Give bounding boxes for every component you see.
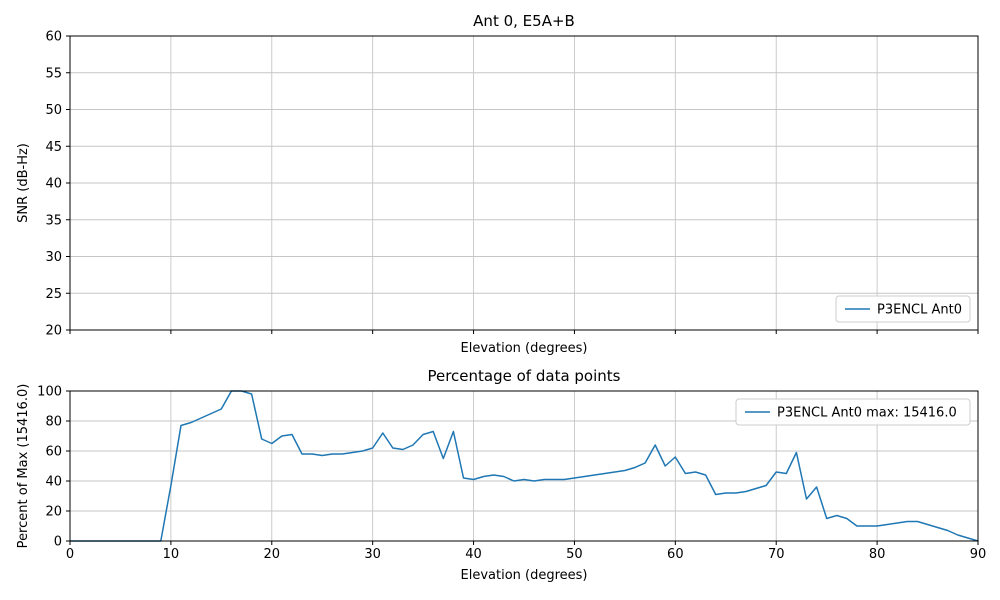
x-tick-label: 40 bbox=[465, 547, 482, 562]
x-tick-label: 10 bbox=[163, 547, 180, 562]
legend-box bbox=[735, 398, 971, 426]
series-line bbox=[69, 390, 979, 542]
y-tick-label: 100 bbox=[37, 385, 62, 400]
legend-label: P3ENCL Ant0 max: 15416.0 bbox=[777, 406, 957, 421]
percentage-chart: 0 20 40 60 80 100 0 10 20 30 40 50 60 70 80 90 Percentag… bbox=[16, 367, 986, 583]
y-tick-label: 40 bbox=[45, 177, 62, 192]
y-tick-label: 50 bbox=[45, 103, 62, 118]
legend-label: P3ENCL Ant0 bbox=[877, 303, 962, 318]
plot-border bbox=[69, 390, 979, 542]
y-tick-label: 60 bbox=[45, 445, 62, 460]
y-tick-label: 30 bbox=[45, 250, 62, 265]
legend: P3ENCL Ant0 max: 15416.0 bbox=[735, 398, 971, 426]
y-tick-label: 35 bbox=[45, 213, 62, 228]
y-tick-label: 60 bbox=[45, 30, 62, 45]
y-tick-label: 0 bbox=[54, 535, 62, 550]
x-tick-label: 80 bbox=[869, 547, 886, 562]
y-tick-label: 40 bbox=[45, 475, 62, 490]
y-tick-label: 20 bbox=[45, 324, 62, 339]
x-tick-label: 30 bbox=[364, 547, 381, 562]
x-tick-label: 90 bbox=[970, 547, 987, 562]
y-tick-label: 55 bbox=[45, 66, 62, 81]
x-tick-label: 70 bbox=[768, 547, 785, 562]
x-tick-label: 50 bbox=[566, 547, 583, 562]
x-axis-label: Elevation (degrees) bbox=[461, 341, 588, 356]
snr-chart: 20 25 30 35 40 45 50 55 60 Ant 0, E5A+B Elevation … bbox=[16, 12, 979, 356]
legend-box bbox=[835, 295, 971, 323]
y-tick-label: 20 bbox=[45, 505, 62, 520]
legend: P3ENCL Ant0 bbox=[835, 295, 971, 323]
x-tick-label: 60 bbox=[667, 547, 684, 562]
chart-title: Percentage of data points bbox=[427, 367, 620, 385]
x-tick-label: 20 bbox=[264, 547, 281, 562]
x-axis-label: Elevation (degrees) bbox=[461, 568, 588, 583]
y-axis-label: SNR (dB-Hz) bbox=[16, 143, 31, 223]
y-axis-label: Percent of Max (15416.0) bbox=[16, 384, 31, 549]
x-tick-label: 0 bbox=[66, 547, 74, 562]
y-tick-label: 25 bbox=[45, 287, 62, 302]
y-tick-label: 45 bbox=[45, 140, 62, 155]
y-tick-label: 80 bbox=[45, 415, 62, 430]
chart-title: Ant 0, E5A+B bbox=[473, 12, 575, 30]
